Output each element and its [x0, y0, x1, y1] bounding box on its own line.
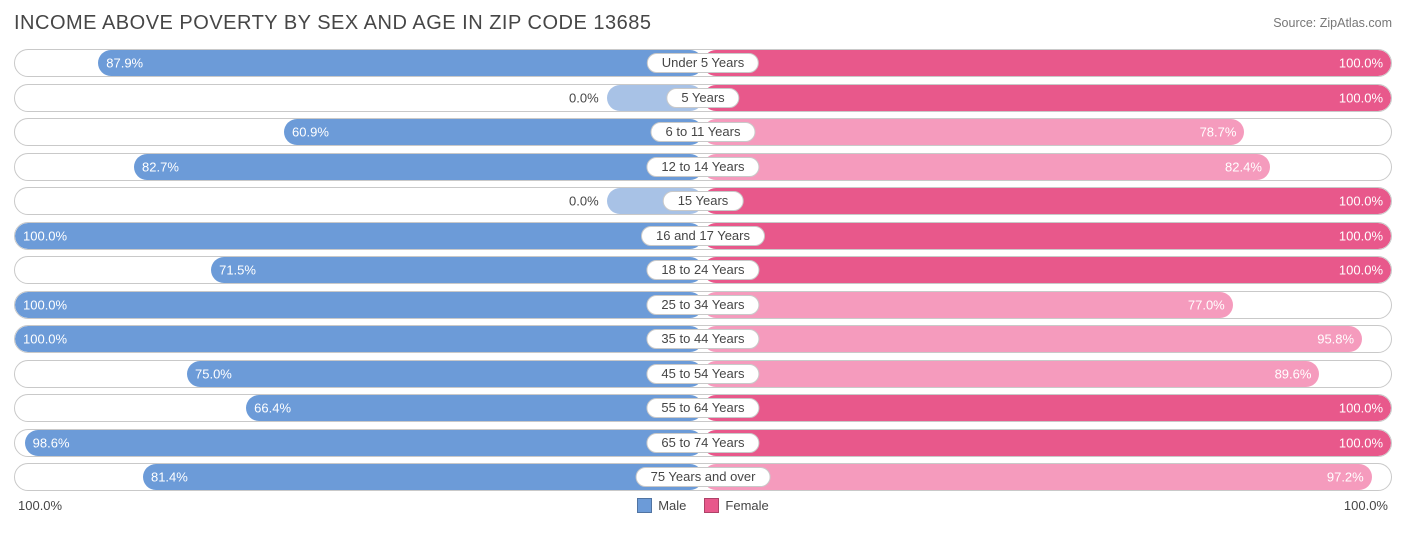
- male-bar: 87.9%: [98, 50, 703, 76]
- legend-item-male: Male: [637, 498, 686, 513]
- chart-row: 100.0% 77.0% 25 to 34 Years: [14, 291, 1392, 319]
- category-label: 6 to 11 Years: [651, 122, 756, 142]
- male-value-label: 0.0%: [569, 194, 599, 209]
- legend-item-female: Female: [704, 498, 768, 513]
- chart-row: 0.0% 100.0% 5 Years: [14, 84, 1392, 112]
- female-bar: 95.8%: [703, 326, 1362, 352]
- female-bar: 100.0%: [703, 188, 1391, 214]
- chart-row: 75.0% 89.6% 45 to 54 Years: [14, 360, 1392, 388]
- chart-row: 98.6% 100.0% 65 to 74 Years: [14, 429, 1392, 457]
- male-value-label: 82.7%: [142, 159, 179, 174]
- category-label: 75 Years and over: [636, 467, 771, 487]
- female-value-label: 100.0%: [1339, 56, 1383, 71]
- male-value-label: 60.9%: [292, 125, 329, 140]
- female-bar: 100.0%: [703, 395, 1391, 421]
- male-value-label: 100.0%: [23, 228, 67, 243]
- chart-source: Source: ZipAtlas.com: [1273, 16, 1392, 30]
- chart-row: 82.7% 82.4% 12 to 14 Years: [14, 153, 1392, 181]
- category-label: 45 to 54 Years: [646, 364, 759, 384]
- male-value-label: 98.6%: [33, 435, 70, 450]
- male-bar: 81.4%: [143, 464, 703, 490]
- category-label: 12 to 14 Years: [646, 157, 759, 177]
- chart-row: 66.4% 100.0% 55 to 64 Years: [14, 394, 1392, 422]
- female-value-label: 77.0%: [1188, 297, 1225, 312]
- female-value-label: 100.0%: [1339, 228, 1383, 243]
- male-value-label: 100.0%: [23, 332, 67, 347]
- male-value-label: 100.0%: [23, 297, 67, 312]
- female-value-label: 100.0%: [1339, 263, 1383, 278]
- chart-row: 87.9% 100.0% Under 5 Years: [14, 49, 1392, 77]
- male-bar: 82.7%: [134, 154, 703, 180]
- female-bar: 89.6%: [703, 361, 1319, 387]
- female-bar: 100.0%: [703, 430, 1391, 456]
- female-bar: 82.4%: [703, 154, 1270, 180]
- legend-swatch-male: [637, 498, 652, 513]
- category-label: 65 to 74 Years: [646, 433, 759, 453]
- chart-row: 60.9% 78.7% 6 to 11 Years: [14, 118, 1392, 146]
- male-bar: 100.0%: [15, 292, 703, 318]
- female-value-label: 97.2%: [1327, 470, 1364, 485]
- chart-title: INCOME ABOVE POVERTY BY SEX AND AGE IN Z…: [14, 12, 651, 35]
- legend-label-male: Male: [658, 498, 686, 513]
- legend: Male Female: [637, 498, 769, 513]
- category-label: Under 5 Years: [647, 53, 759, 73]
- male-value-label: 0.0%: [569, 90, 599, 105]
- chart-row: 71.5% 100.0% 18 to 24 Years: [14, 256, 1392, 284]
- legend-label-female: Female: [725, 498, 768, 513]
- male-value-label: 81.4%: [151, 470, 188, 485]
- female-bar: 100.0%: [703, 50, 1391, 76]
- female-value-label: 82.4%: [1225, 159, 1262, 174]
- male-bar: 71.5%: [211, 257, 703, 283]
- female-bar: 78.7%: [703, 119, 1244, 145]
- axis-left-label: 100.0%: [18, 498, 62, 513]
- female-bar: 100.0%: [703, 257, 1391, 283]
- female-bar: 100.0%: [703, 85, 1391, 111]
- category-label: 16 and 17 Years: [641, 226, 765, 246]
- female-bar: 97.2%: [703, 464, 1372, 490]
- male-value-label: 87.9%: [106, 56, 143, 71]
- female-value-label: 100.0%: [1339, 194, 1383, 209]
- axis-right-label: 100.0%: [1344, 498, 1388, 513]
- male-bar: 100.0%: [15, 223, 703, 249]
- female-bar: 100.0%: [703, 223, 1391, 249]
- chart-row: 0.0% 100.0% 15 Years: [14, 187, 1392, 215]
- chart-footer: 100.0% Male Female 100.0%: [14, 498, 1392, 513]
- category-label: 25 to 34 Years: [646, 295, 759, 315]
- chart-row: 100.0% 100.0% 16 and 17 Years: [14, 222, 1392, 250]
- chart-row: 100.0% 95.8% 35 to 44 Years: [14, 325, 1392, 353]
- category-label: 35 to 44 Years: [646, 329, 759, 349]
- category-label: 18 to 24 Years: [646, 260, 759, 280]
- male-bar: 100.0%: [15, 326, 703, 352]
- female-value-label: 95.8%: [1317, 332, 1354, 347]
- male-bar: 60.9%: [284, 119, 703, 145]
- butterfly-chart: 87.9% 100.0% Under 5 Years 0.0% 100.0% 5 Year…: [14, 49, 1392, 491]
- legend-swatch-female: [704, 498, 719, 513]
- female-value-label: 100.0%: [1339, 401, 1383, 416]
- chart-header: INCOME ABOVE POVERTY BY SEX AND AGE IN Z…: [14, 12, 1392, 35]
- male-bar: 98.6%: [25, 430, 703, 456]
- female-bar: 77.0%: [703, 292, 1233, 318]
- category-label: 5 Years: [666, 88, 739, 108]
- category-label: 15 Years: [663, 191, 744, 211]
- chart-row: 81.4% 97.2% 75 Years and over: [14, 463, 1392, 491]
- male-bar: 75.0%: [187, 361, 703, 387]
- category-label: 55 to 64 Years: [646, 398, 759, 418]
- male-value-label: 66.4%: [254, 401, 291, 416]
- male-bar: 66.4%: [246, 395, 703, 421]
- female-value-label: 100.0%: [1339, 90, 1383, 105]
- male-value-label: 71.5%: [219, 263, 256, 278]
- female-value-label: 78.7%: [1200, 125, 1237, 140]
- male-value-label: 75.0%: [195, 366, 232, 381]
- female-value-label: 100.0%: [1339, 435, 1383, 450]
- female-value-label: 89.6%: [1275, 366, 1312, 381]
